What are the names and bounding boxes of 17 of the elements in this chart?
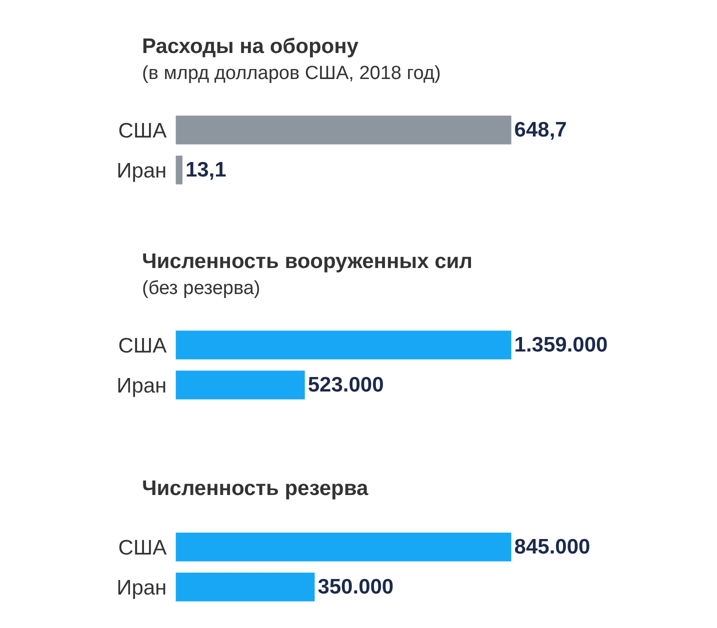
data-label: 350.000	[318, 576, 394, 598]
y-tick-label: Иран	[116, 374, 167, 398]
chart-title: Численность резерва	[142, 477, 369, 500]
y-tick-label: Иран	[116, 159, 167, 182]
chart-subtitle: (в млрд долларов США, 2018 год)	[142, 63, 441, 84]
data-label: 1.359.000	[514, 334, 608, 356]
chart-title: Численность вооруженных сил	[142, 250, 473, 273]
data-label: 845.000	[514, 536, 590, 558]
chart-title: Расходы на оборону	[142, 35, 359, 58]
data-label: 523.000	[308, 374, 384, 396]
y-tick-label: США	[118, 536, 167, 560]
data-label: 13,1	[185, 158, 227, 182]
y-tick-label: США	[118, 334, 167, 358]
data-label: 648,7	[514, 118, 567, 142]
chart-subtitle: (без резерва)	[142, 278, 260, 299]
y-tick-label: США	[118, 119, 167, 142]
y-tick-label: Иран	[116, 576, 167, 600]
